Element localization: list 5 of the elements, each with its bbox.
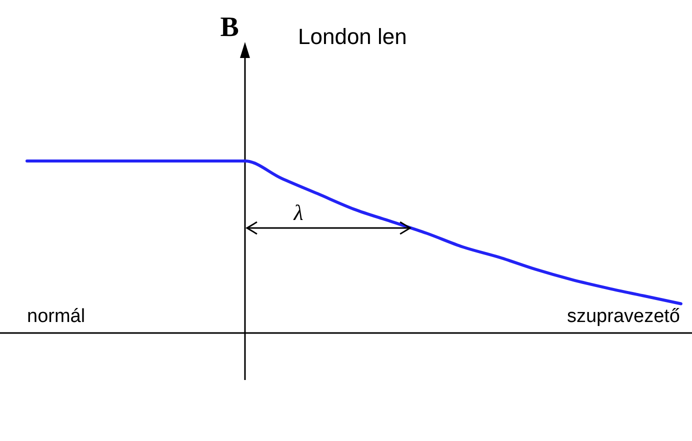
chart-title: London len — [298, 24, 407, 49]
annotation: szupravezető — [566, 306, 680, 327]
y-axis-title: B — [220, 12, 239, 43]
annotation: normál — [27, 306, 86, 327]
annotation: λ — [292, 200, 304, 225]
